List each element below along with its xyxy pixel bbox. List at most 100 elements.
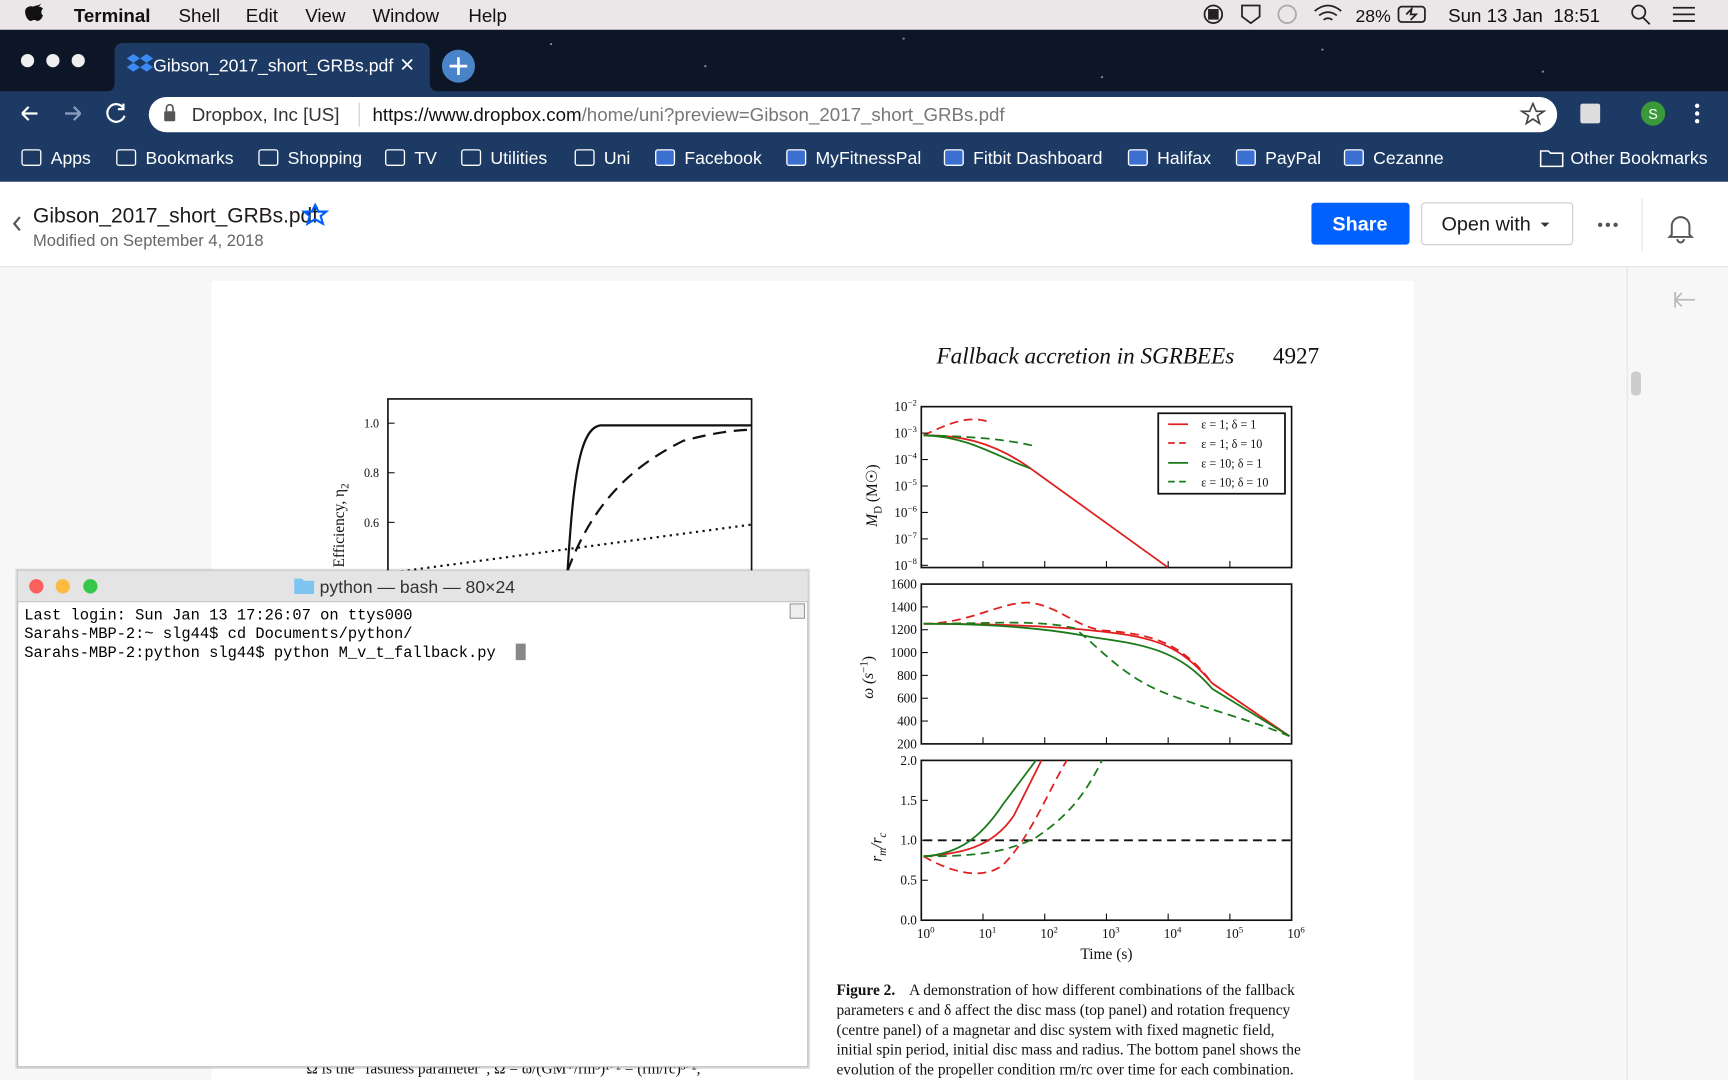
bookmark-icon <box>786 149 807 166</box>
y-tick-label: 1.0 <box>364 417 379 431</box>
y-tick-label: 10−7 <box>894 530 917 547</box>
bookmark-star[interactable] <box>1519 101 1547 126</box>
x-tick-label: 101 <box>979 924 997 941</box>
dropbox-favicon <box>126 54 154 72</box>
legend-entry: ε = 1; δ = 1 <box>1201 418 1256 432</box>
menu-dots[interactable] <box>1694 103 1700 124</box>
menu-item[interactable]: View <box>305 5 346 26</box>
extension-icon[interactable] <box>1580 103 1601 124</box>
caption-line: initial spin period, initial disc mass a… <box>836 1042 1301 1059</box>
bookmark-icon <box>1127 149 1148 166</box>
bookmark[interactable]: Utilities <box>490 148 547 168</box>
menu-item[interactable]: Edit <box>246 5 279 26</box>
bookmark[interactable]: Fitbit Dashboard <box>973 148 1102 168</box>
tick-exp: −4 <box>908 450 918 460</box>
bookmark[interactable]: PayPal <box>1265 148 1321 168</box>
bookmark[interactable]: TV <box>414 148 437 168</box>
tick-exp: −7 <box>908 530 918 540</box>
y-tick-label: 800 <box>897 668 917 683</box>
bookmark[interactable]: Uni <box>604 148 630 168</box>
window-minimize[interactable] <box>46 54 60 68</box>
open-with-label: Open with <box>1441 213 1530 235</box>
other-bookmarks[interactable]: Other Bookmarks <box>1570 148 1707 168</box>
caption-line: evolution of the propeller condition rm/… <box>836 1061 1293 1078</box>
profile-avatar[interactable] <box>1640 101 1666 126</box>
bookmark-icon <box>655 149 676 166</box>
active-tab[interactable] <box>105 42 439 92</box>
menu-item[interactable]: Help <box>468 5 507 26</box>
y-label-sub: m <box>877 848 889 856</box>
y-tick-label: 10−5 <box>894 477 917 494</box>
window-zoom[interactable] <box>71 54 85 68</box>
terminal-zoom[interactable] <box>83 579 98 594</box>
y-label-sub: c <box>877 833 889 838</box>
star-file[interactable] <box>301 202 330 227</box>
tab-title[interactable]: Gibson_2017_short_GRBs.pdf <box>153 56 393 77</box>
bookmark[interactable]: Halifax <box>1157 148 1211 168</box>
tick-base: 10 <box>894 531 908 546</box>
scrollbar-thumb[interactable] <box>1631 371 1641 396</box>
apple-logo[interactable] <box>25 3 43 21</box>
bookmark-icon <box>21 149 42 166</box>
bookmark[interactable]: Facebook <box>684 148 762 168</box>
terminal-window[interactable] <box>15 568 810 1069</box>
terminal-close[interactable] <box>29 579 44 594</box>
tick-exp: −2 <box>908 398 917 408</box>
top-y-label: MD (M☉) <box>864 464 884 527</box>
address-bar[interactable] <box>148 96 1558 133</box>
bookmark[interactable]: Shopping <box>288 148 363 168</box>
caption-line: A demonstration of how different combina… <box>909 982 1295 999</box>
y-label-mid: /r <box>869 837 886 849</box>
open-with-button[interactable] <box>1421 202 1574 246</box>
y-tick-label: 10−3 <box>894 424 917 441</box>
page-number: 4927 <box>1273 344 1319 370</box>
share-button[interactable] <box>1311 202 1410 245</box>
more-button[interactable] <box>1597 222 1618 228</box>
terminal-minimize[interactable] <box>55 579 70 594</box>
legend-entry: ε = 10; δ = 10 <box>1201 476 1268 490</box>
x-tick-label: 106 <box>1287 924 1305 941</box>
y-tick-label: 1000 <box>890 645 917 660</box>
tick-exp: 5 <box>1239 924 1244 934</box>
y-label-text: Efficiency, η <box>331 489 348 568</box>
y-tick-label: 400 <box>897 713 917 728</box>
menu-app[interactable]: Terminal <box>74 5 151 26</box>
window-close[interactable] <box>20 54 35 68</box>
tick-exp: 2 <box>1054 924 1058 934</box>
bookmark-icon <box>574 149 595 166</box>
bookmark[interactable]: Apps <box>51 148 91 168</box>
tick-exp: −8 <box>908 556 918 566</box>
url-path: /home/uni?preview=Gibson_2017_short_GRBs… <box>582 104 1006 126</box>
caption-line: parameters ϵ and δ affect the disc mass … <box>836 1002 1290 1019</box>
tab-close[interactable] <box>401 58 413 71</box>
url[interactable]: https://www.dropbox.com/home/uni?preview… <box>372 104 1005 126</box>
bookmark[interactable]: MyFitnessPal <box>816 148 922 168</box>
x-tick-label: 100 <box>917 924 935 941</box>
middle-y-label: ω (s−1) <box>858 656 877 699</box>
bookmark-icon <box>1235 149 1256 166</box>
terminal-line: Sarahs-MBP-2:python slg44$ python M_v_t_… <box>24 644 496 662</box>
terminal-line: Sarahs-MBP-2:~ slg44$ cd Documents/pytho… <box>24 625 412 643</box>
notifications[interactable] <box>1667 216 1695 244</box>
y-label-sup: −1 <box>858 661 870 673</box>
tick-base: 10 <box>1225 926 1239 941</box>
url-host: https://www.dropbox.com <box>372 104 581 125</box>
clock[interactable]: Sun 13 Jan 18:51 <box>1448 5 1600 26</box>
nav-buttons[interactable] <box>21 103 126 123</box>
bottom-y-label: rm/rc <box>869 833 889 862</box>
bookmark[interactable]: Cezanne <box>1373 148 1444 168</box>
bookmark[interactable]: Bookmarks <box>145 148 233 168</box>
back-chevron[interactable] <box>12 216 21 232</box>
tick-exp: 6 <box>1300 924 1305 934</box>
collapse-panel[interactable] <box>1674 292 1695 308</box>
y-label-unit: (M☉) <box>864 464 881 506</box>
bookmark-icon <box>258 149 279 166</box>
tick-exp: 4 <box>1177 924 1182 934</box>
menu-item[interactable]: Shell <box>179 5 221 26</box>
y-tick-label: 1600 <box>890 576 917 591</box>
y-tick-label: 1.5 <box>900 793 917 808</box>
y-label-text: ω (s <box>860 673 877 699</box>
caption-line: (centre panel) of a magnetar and disc sy… <box>836 1022 1274 1039</box>
x-tick-label: 102 <box>1040 924 1058 941</box>
menu-item[interactable]: Window <box>372 5 439 26</box>
